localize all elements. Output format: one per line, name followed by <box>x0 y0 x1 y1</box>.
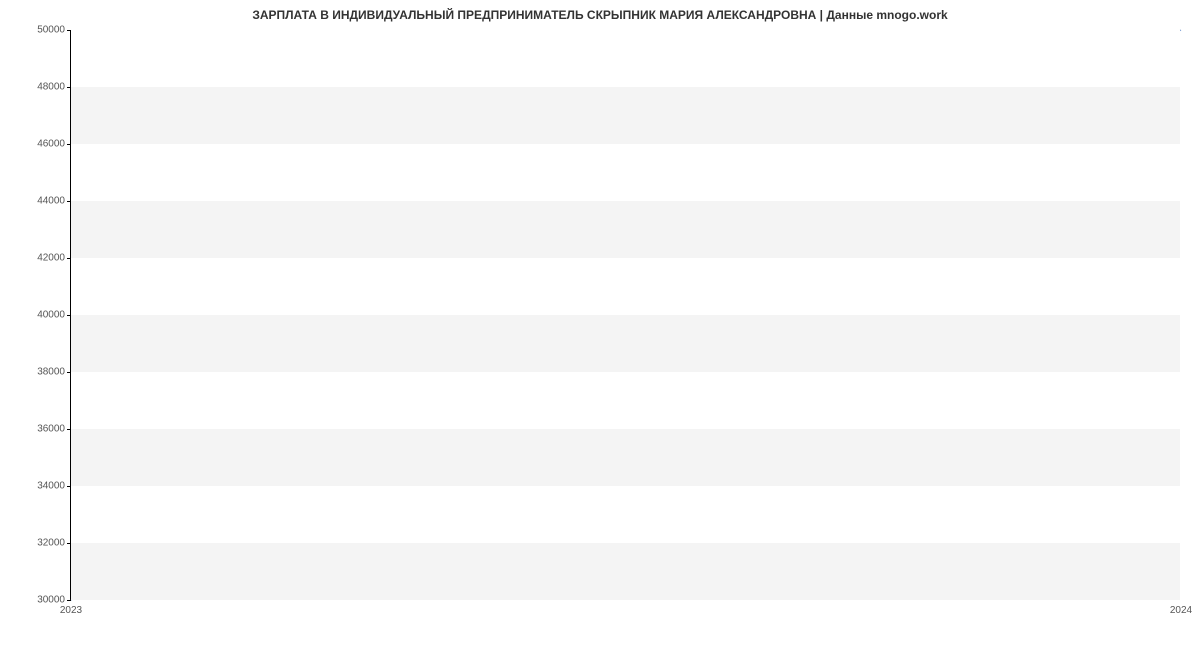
y-tick-mark <box>67 486 71 487</box>
y-tick-label: 42000 <box>37 253 65 264</box>
grid-band <box>71 486 1180 543</box>
grid-band <box>71 30 1180 87</box>
grid-band <box>71 144 1180 201</box>
x-tick-label: 2023 <box>60 605 82 616</box>
y-tick-mark <box>67 30 71 31</box>
y-tick-mark <box>67 144 71 145</box>
grid-band <box>71 201 1180 258</box>
y-tick-label: 34000 <box>37 481 65 492</box>
y-tick-label: 30000 <box>37 595 65 606</box>
y-tick-label: 36000 <box>37 424 65 435</box>
y-tick-mark <box>67 315 71 316</box>
y-tick-label: 44000 <box>37 196 65 207</box>
chart-title: ЗАРПЛАТА В ИНДИВИДУАЛЬНЫЙ ПРЕДПРИНИМАТЕЛ… <box>0 8 1200 22</box>
y-tick-label: 38000 <box>37 367 65 378</box>
y-tick-label: 50000 <box>37 25 65 36</box>
x-tick-label: 2024 <box>1170 605 1192 616</box>
y-tick-mark <box>67 372 71 373</box>
y-tick-label: 48000 <box>37 82 65 93</box>
plot-area: 3000032000340003600038000400004200044000… <box>70 30 1180 600</box>
y-tick-label: 32000 <box>37 538 65 549</box>
y-tick-mark <box>67 600 71 601</box>
y-tick-mark <box>67 258 71 259</box>
y-tick-mark <box>67 201 71 202</box>
salary-chart: ЗАРПЛАТА В ИНДИВИДУАЛЬНЫЙ ПРЕДПРИНИМАТЕЛ… <box>0 0 1200 650</box>
grid-band <box>71 372 1180 429</box>
y-tick-label: 40000 <box>37 310 65 321</box>
grid-band <box>71 543 1180 600</box>
y-tick-label: 46000 <box>37 139 65 150</box>
grid-band <box>71 315 1180 372</box>
y-tick-mark <box>67 87 71 88</box>
y-tick-mark <box>67 429 71 430</box>
grid-band <box>71 87 1180 144</box>
y-tick-mark <box>67 543 71 544</box>
grid-band <box>71 429 1180 486</box>
grid-band <box>71 258 1180 315</box>
